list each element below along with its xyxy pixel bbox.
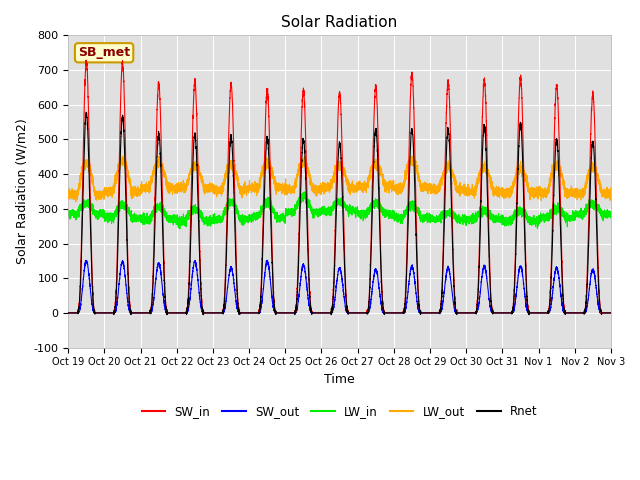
X-axis label: Time: Time xyxy=(324,373,355,386)
Y-axis label: Solar Radiation (W/m2): Solar Radiation (W/m2) xyxy=(15,119,28,264)
Text: SB_met: SB_met xyxy=(78,46,130,59)
Legend: SW_in, SW_out, LW_in, LW_out, Rnet: SW_in, SW_out, LW_in, LW_out, Rnet xyxy=(137,400,542,423)
Title: Solar Radiation: Solar Radiation xyxy=(282,15,397,30)
